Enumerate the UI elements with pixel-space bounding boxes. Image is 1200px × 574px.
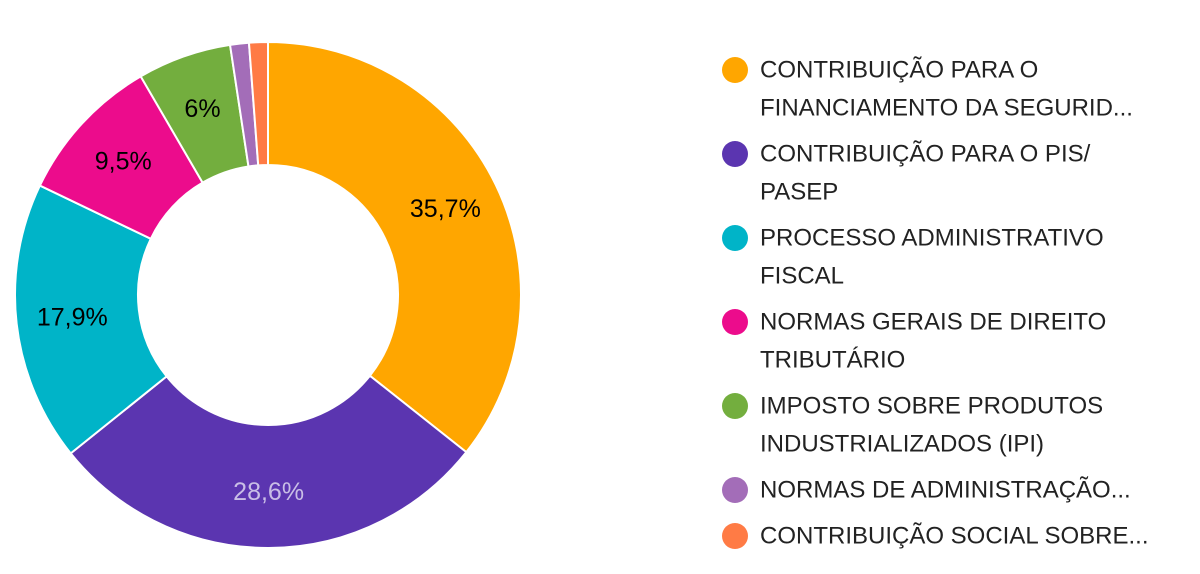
slice-contribuicao-para-o-financiamento-da-seg[interactable] (267, 40, 522, 454)
slice-label-contribuicao-para-o-pis-pasep: 28,6% (233, 478, 304, 506)
slice-contribuicao-para-o-pis-pasep[interactable] (69, 374, 468, 549)
slice-processo-administrativo-fiscal[interactable] (14, 184, 169, 455)
slice-label-normas-gerais-de-direito-tributario: 9,5% (95, 147, 152, 175)
legend-label: NORMAS DE ADMINISTRAÇÃO... (760, 477, 1131, 504)
legend-item-normas-de-administracao[interactable]: NORMAS DE ADMINISTRAÇÃO... (722, 477, 1131, 504)
slice-label-imposto-sobre-produtos-industrializados-: 6% (184, 95, 220, 123)
legend-label: CONTRIBUIÇÃO PARA O PIS/ (760, 141, 1091, 168)
legend-label: INDUSTRIALIZADOS (IPI) (760, 431, 1044, 458)
legend-label: PROCESSO ADMINISTRATIVO (760, 225, 1104, 252)
legend-item-contribuicao-para-o-financiamento-da-seg[interactable]: CONTRIBUIÇÃO PARA O FINANCIAMENTO DA SEGU… (722, 57, 1133, 122)
slice-labels: 35,7% 28,6% 17,9% 9,5% 6% (37, 95, 481, 506)
legend-label: FISCAL (760, 263, 844, 290)
legend-swatch (722, 477, 748, 503)
legend: CONTRIBUIÇÃO PARA O FINANCIAMENTO DA SEGU… (722, 57, 1149, 550)
slice-label-processo-administrativo-fiscal: 17,9% (37, 304, 108, 332)
slice-label-contribuicao-para-o-financiamento-da-seg: 35,7% (410, 195, 481, 223)
donut-slices (14, 40, 522, 549)
legend-swatch (722, 57, 748, 83)
legend-item-contribuicao-social-sobre[interactable]: CONTRIBUIÇÃO SOCIAL SOBRE... (722, 523, 1149, 550)
legend-label: PASEP (760, 179, 838, 206)
legend-label: NORMAS GERAIS DE DIREITO (760, 309, 1106, 336)
legend-label: TRIBUTÁRIO (760, 347, 905, 374)
legend-swatch (722, 225, 748, 251)
legend-swatch (722, 141, 748, 167)
legend-swatch (722, 523, 748, 549)
legend-item-normas-gerais-de-direito-tributario[interactable]: NORMAS GERAIS DE DIREITO TRIBUTÁRIO (722, 309, 1106, 374)
legend-label: CONTRIBUIÇÃO SOCIAL SOBRE... (760, 523, 1149, 550)
legend-item-imposto-sobre-produtos-industrializados-[interactable]: IMPOSTO SOBRE PRODUTOS INDUSTRIALIZADOS (… (722, 393, 1103, 458)
legend-item-contribuicao-para-o-pis-pasep[interactable]: CONTRIBUIÇÃO PARA O PIS/PASEP (722, 141, 1091, 206)
slice-contribuicao-social-sobre[interactable] (247, 40, 269, 167)
legend-label: IMPOSTO SOBRE PRODUTOS (760, 393, 1103, 420)
legend-label: FINANCIAMENTO DA SEGURID... (760, 95, 1133, 122)
legend-swatch (722, 393, 748, 419)
legend-label: CONTRIBUIÇÃO PARA O (760, 57, 1038, 84)
legend-item-processo-administrativo-fiscal[interactable]: PROCESSO ADMINISTRATIVO FISCAL (722, 225, 1104, 290)
legend-swatch (722, 309, 748, 335)
